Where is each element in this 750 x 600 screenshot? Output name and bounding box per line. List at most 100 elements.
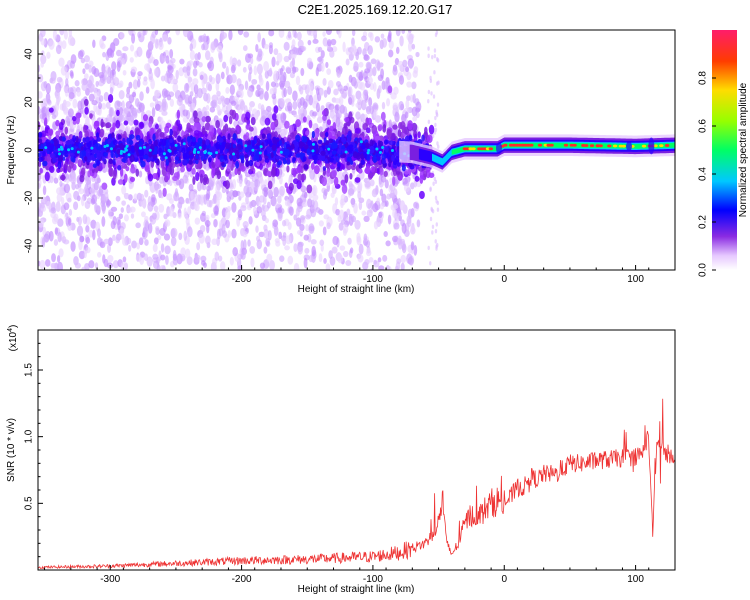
spectrogram-speck	[82, 68, 86, 75]
spectrogram-speck	[157, 234, 162, 241]
spectrogram-speck	[201, 116, 207, 123]
spectrogram-speck	[85, 175, 92, 186]
spectrogram-speck	[293, 243, 298, 253]
spectrogram-speck	[245, 159, 249, 168]
spectrogram-speck	[225, 219, 230, 229]
spectrogram-speck	[379, 167, 384, 176]
spectrogram-speck	[329, 50, 335, 58]
spectrogram-speck	[336, 166, 340, 172]
spectrogram-speck	[406, 253, 413, 265]
spectrogram-speck	[142, 79, 148, 86]
spectrogram-speck	[398, 215, 402, 222]
spectrogram-speck	[322, 191, 327, 200]
spectrogram-speck	[38, 108, 42, 114]
spectrogram-speck	[300, 67, 305, 77]
spectrogram-speck	[263, 186, 268, 193]
spectrogram-speck	[122, 237, 128, 246]
spectrogram-speck	[265, 80, 270, 92]
spectrogram-speck	[56, 76, 63, 83]
spectrogram-speck	[239, 191, 245, 199]
spectrogram-speck	[343, 250, 349, 258]
spectrogram-speck	[133, 193, 138, 201]
spectrogram-speck	[305, 130, 309, 136]
spectrogram-speck	[337, 214, 342, 223]
spectrogram-speck	[126, 207, 133, 214]
spectrogram-speck	[131, 33, 136, 44]
spectrogram-speck	[398, 100, 404, 111]
spectrogram-speck	[126, 86, 131, 95]
spectrogram-speck	[38, 74, 44, 83]
spectrogram-speck	[301, 201, 308, 207]
spectrogram-speck	[347, 237, 352, 245]
spectrogram-speck	[431, 230, 434, 235]
spectrogram-speck	[310, 239, 317, 245]
spectrogram-speck	[291, 66, 297, 74]
spectrogram-speck	[38, 64, 41, 73]
spectrogram-speck	[399, 200, 406, 211]
spectrogram-speck	[247, 87, 254, 98]
spectrogram-speck	[248, 216, 253, 225]
spectrogram-speck	[106, 76, 112, 85]
spectrogram-speck	[291, 39, 296, 48]
spectrogram-speck	[198, 61, 203, 68]
spectrogram-speck	[147, 201, 154, 212]
spectrogram-speck	[264, 179, 268, 187]
spectrogram-speck	[436, 102, 440, 107]
spectrogram-speck	[143, 253, 149, 261]
spectrogram-speck	[296, 197, 303, 207]
spectrogram-speck	[251, 78, 258, 85]
spectrogram-speck	[51, 114, 57, 120]
spectrogram-speck	[265, 237, 270, 247]
spectrogram-speck	[63, 183, 71, 194]
spectrogram-speck	[436, 242, 439, 248]
spectrogram-speck	[181, 147, 186, 154]
spectrogram-speck	[55, 44, 62, 55]
spectrogram-speck	[324, 131, 329, 138]
spectrogram-speck	[67, 197, 72, 203]
spectrogram-speck	[197, 88, 203, 99]
spectrogram-speck	[293, 262, 300, 270]
spectrogram-speck	[249, 245, 256, 254]
spectrogram-speck	[113, 74, 117, 84]
spectrogram-speck	[153, 59, 159, 67]
spectrogram-speck	[199, 173, 204, 184]
spectrogram-speck	[244, 80, 249, 91]
spectrogram-speck	[338, 30, 342, 39]
spectrogram-speck	[297, 244, 304, 255]
spectrogram-speck	[63, 239, 70, 245]
spectrogram-speck	[373, 260, 380, 268]
spectrogram-speck	[316, 116, 323, 124]
spectrogram-speck	[191, 168, 196, 175]
spectrogram-speck	[116, 156, 122, 166]
spectrogram-speck	[93, 181, 100, 191]
spectrogram-speck	[107, 116, 114, 123]
spectrogram-speck	[285, 66, 291, 73]
spectrogram-speck	[434, 239, 437, 244]
spectrogram-speck	[206, 62, 212, 69]
spectrogram-speck	[94, 120, 100, 127]
spectrogram-speck	[166, 94, 172, 101]
spectrogram-speck	[78, 158, 82, 166]
spectrogram-speck	[357, 168, 363, 174]
spectrogram-speck	[221, 215, 226, 224]
spectrogram-speck	[184, 94, 190, 104]
spectrogram-speck	[277, 122, 284, 129]
spectrogram-speck	[229, 56, 233, 66]
spectrogram-speck	[153, 237, 159, 245]
spectrogram-speck	[435, 57, 439, 62]
spectrogram-speck	[148, 222, 153, 234]
spectrogram-speck	[230, 64, 236, 74]
spectrogram-speck	[48, 39, 55, 50]
spectrogram-speck	[388, 40, 394, 49]
spectrogram-speck	[179, 90, 186, 101]
spectrogram-speck	[401, 114, 407, 123]
spectrogram-speck	[248, 159, 254, 167]
spectrogram-speck	[169, 162, 173, 168]
spectrogram-speck	[224, 209, 231, 220]
spectrogram-speck	[426, 134, 433, 144]
spectrogram-speck	[94, 262, 99, 269]
spectrogram-speck	[269, 88, 274, 95]
spectrogram-speck	[266, 253, 273, 263]
spectrogram-speck	[188, 60, 194, 66]
